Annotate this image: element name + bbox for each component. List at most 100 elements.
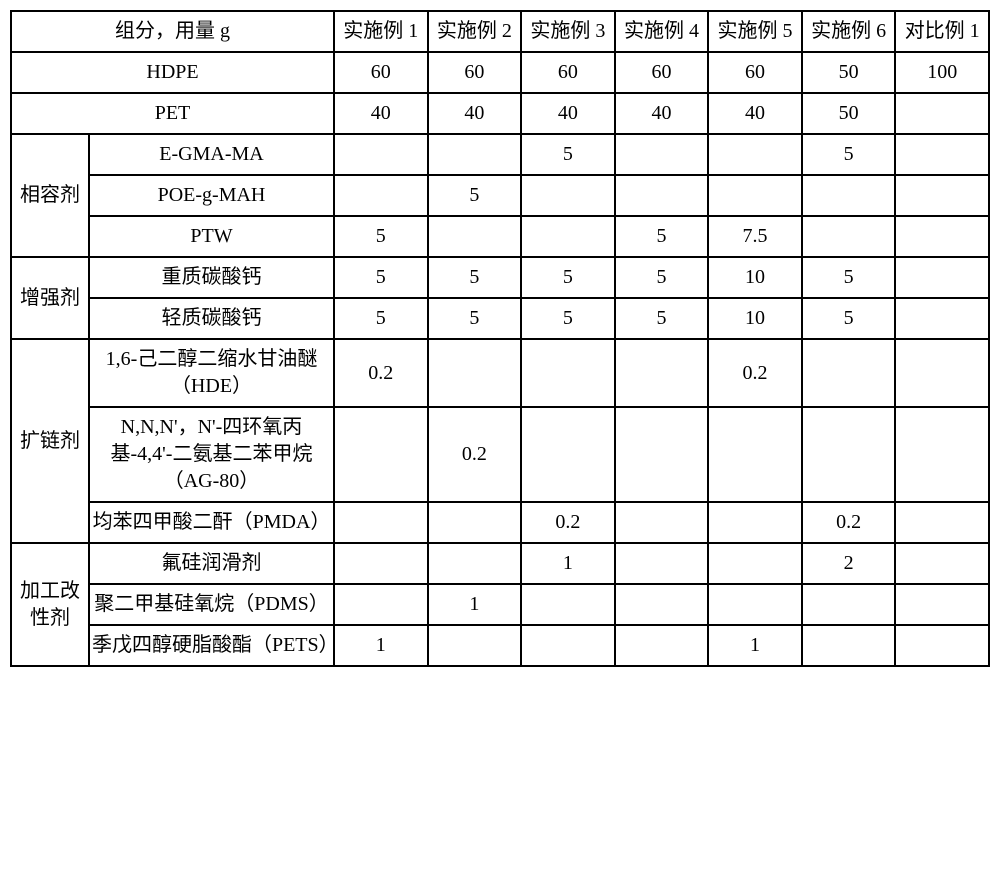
table-cell xyxy=(615,407,709,502)
table-cell xyxy=(615,339,709,407)
table-row: 季戊四醇硬脂酸酯（PETS）11 xyxy=(11,625,989,666)
table-cell xyxy=(615,134,709,175)
table-cell xyxy=(708,407,802,502)
table-cell: 7.5 xyxy=(708,216,802,257)
table-cell xyxy=(428,216,522,257)
table-cell: 0.2 xyxy=(521,502,615,543)
table-cell xyxy=(895,134,989,175)
row-label: POE-g-MAH xyxy=(89,175,334,216)
table-cell xyxy=(521,625,615,666)
table-cell xyxy=(615,175,709,216)
table-row: 相容剂E-GMA-MA55 xyxy=(11,134,989,175)
table-cell: 5 xyxy=(802,257,896,298)
table-cell: 40 xyxy=(334,93,428,134)
table-cell xyxy=(895,584,989,625)
table-cell: 0.2 xyxy=(708,339,802,407)
table-cell: 60 xyxy=(428,52,522,93)
table-row: 均苯四甲酸二酐（PMDA）0.20.2 xyxy=(11,502,989,543)
table-cell xyxy=(895,543,989,584)
row-label: 聚二甲基硅氧烷（PDMS） xyxy=(89,584,334,625)
row-label: 氟硅润滑剂 xyxy=(89,543,334,584)
table-cell xyxy=(428,625,522,666)
header-col-4: 实施例 5 xyxy=(708,11,802,52)
table-cell: 5 xyxy=(428,298,522,339)
table-row: N,N,N'，N'-四环氧丙基-4,4'-二氨基二苯甲烷（AG-80）0.2 xyxy=(11,407,989,502)
table-cell xyxy=(708,134,802,175)
table-cell xyxy=(895,407,989,502)
table-row: HDPE606060606050100 xyxy=(11,52,989,93)
row-label: N,N,N'，N'-四环氧丙基-4,4'-二氨基二苯甲烷（AG-80） xyxy=(89,407,334,502)
table-cell xyxy=(708,502,802,543)
table-cell: 40 xyxy=(521,93,615,134)
table-cell: 5 xyxy=(521,257,615,298)
table-cell: 1 xyxy=(334,625,428,666)
table-cell xyxy=(334,175,428,216)
row-label: 重质碳酸钙 xyxy=(89,257,334,298)
table-cell: 5 xyxy=(615,216,709,257)
table-cell: 0.2 xyxy=(334,339,428,407)
table-cell xyxy=(521,339,615,407)
table-cell xyxy=(802,216,896,257)
table-row: 增强剂重质碳酸钙5555105 xyxy=(11,257,989,298)
table-cell xyxy=(802,175,896,216)
group-label: 扩链剂 xyxy=(11,339,89,543)
table-cell xyxy=(802,584,896,625)
table-cell xyxy=(521,584,615,625)
table-cell xyxy=(802,625,896,666)
table-cell xyxy=(615,584,709,625)
row-label: PET xyxy=(11,93,334,134)
table-cell: 5 xyxy=(428,175,522,216)
table-cell xyxy=(895,339,989,407)
table-cell: 5 xyxy=(802,134,896,175)
table-cell: 50 xyxy=(802,52,896,93)
table-cell: 5 xyxy=(521,298,615,339)
table-cell: 5 xyxy=(521,134,615,175)
table-cell: 2 xyxy=(802,543,896,584)
header-title: 组分，用量 g xyxy=(11,11,334,52)
table-row: 轻质碳酸钙5555105 xyxy=(11,298,989,339)
table-cell xyxy=(708,175,802,216)
row-label: HDPE xyxy=(11,52,334,93)
table-cell xyxy=(895,216,989,257)
table-cell xyxy=(802,339,896,407)
table-cell: 5 xyxy=(615,257,709,298)
table-cell: 60 xyxy=(615,52,709,93)
table-cell xyxy=(428,502,522,543)
table-cell xyxy=(708,543,802,584)
row-label: PTW xyxy=(89,216,334,257)
group-label: 相容剂 xyxy=(11,134,89,257)
table-cell xyxy=(615,502,709,543)
table-cell: 1 xyxy=(521,543,615,584)
table-cell xyxy=(802,407,896,502)
table-cell: 100 xyxy=(895,52,989,93)
table-cell xyxy=(615,543,709,584)
table-cell xyxy=(428,543,522,584)
table-cell: 1 xyxy=(708,625,802,666)
table-row: 扩链剂1,6-己二醇二缩水甘油醚（HDE）0.20.2 xyxy=(11,339,989,407)
row-label: 季戊四醇硬脂酸酯（PETS） xyxy=(89,625,334,666)
table-cell: 0.2 xyxy=(802,502,896,543)
table-row: PET404040404050 xyxy=(11,93,989,134)
table-cell xyxy=(895,257,989,298)
table-cell: 40 xyxy=(615,93,709,134)
table-cell xyxy=(521,407,615,502)
table-cell xyxy=(334,407,428,502)
table-row: POE-g-MAH 5 xyxy=(11,175,989,216)
table-cell xyxy=(895,175,989,216)
table-cell: 5 xyxy=(615,298,709,339)
header-col-1: 实施例 2 xyxy=(428,11,522,52)
group-label: 加工改性剂 xyxy=(11,543,89,666)
row-label: 1,6-己二醇二缩水甘油醚（HDE） xyxy=(89,339,334,407)
table-cell xyxy=(428,134,522,175)
table-cell xyxy=(334,134,428,175)
table-cell xyxy=(895,298,989,339)
table-cell: 60 xyxy=(708,52,802,93)
table-cell xyxy=(895,502,989,543)
header-col-3: 实施例 4 xyxy=(615,11,709,52)
table-cell xyxy=(334,543,428,584)
table-cell xyxy=(615,625,709,666)
table-row: PTW557.5 xyxy=(11,216,989,257)
table-row: 聚二甲基硅氧烷（PDMS）1 xyxy=(11,584,989,625)
table-cell xyxy=(334,584,428,625)
table-cell: 60 xyxy=(521,52,615,93)
